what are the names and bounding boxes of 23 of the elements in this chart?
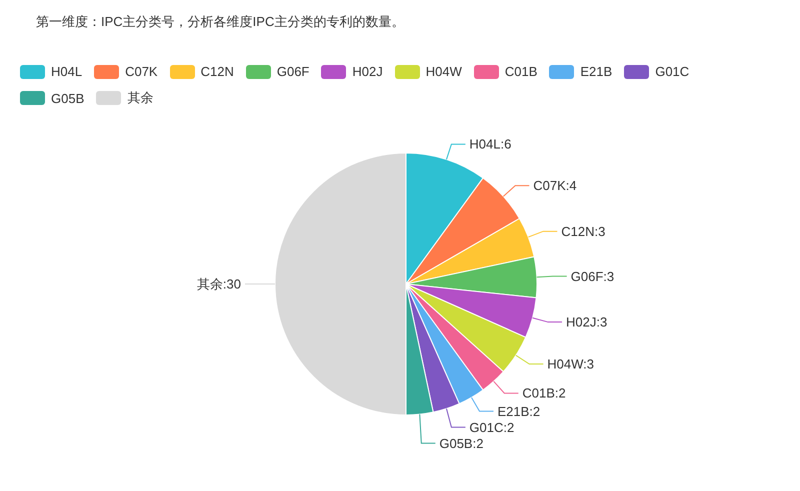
legend-label: 其余: [127, 89, 154, 107]
data-label: G05B:2: [439, 436, 484, 451]
legend-label: C12N: [200, 64, 234, 79]
legend-label: G01C: [655, 64, 690, 79]
data-label: H04W:3: [547, 356, 594, 372]
data-label: C01B:2: [522, 386, 566, 401]
data-label: H04L:6: [469, 136, 512, 152]
legend-label: E21B: [580, 64, 612, 79]
legend-label: G06F: [276, 64, 310, 79]
data-label: C12N:3: [561, 224, 606, 239]
data-label: G06F:3: [570, 268, 614, 284]
chart-title: 第一维度：IPC主分类号，分析各维度IPC主分类的专利的数量。: [36, 13, 404, 31]
data-label: G01C:2: [469, 420, 514, 435]
legend-label: H04L: [51, 64, 82, 79]
data-label: C07K:4: [533, 178, 577, 194]
legend-label: G05B: [51, 90, 84, 106]
legend-label: H04W: [426, 64, 462, 79]
legend-label: C01B: [504, 64, 538, 79]
data-label: 其余:30: [196, 276, 241, 292]
data-label: E21B:2: [498, 404, 540, 419]
legend-label: H02J: [352, 64, 383, 79]
legend-label: C07K: [125, 64, 158, 79]
data-label: H02J:3: [566, 314, 608, 330]
